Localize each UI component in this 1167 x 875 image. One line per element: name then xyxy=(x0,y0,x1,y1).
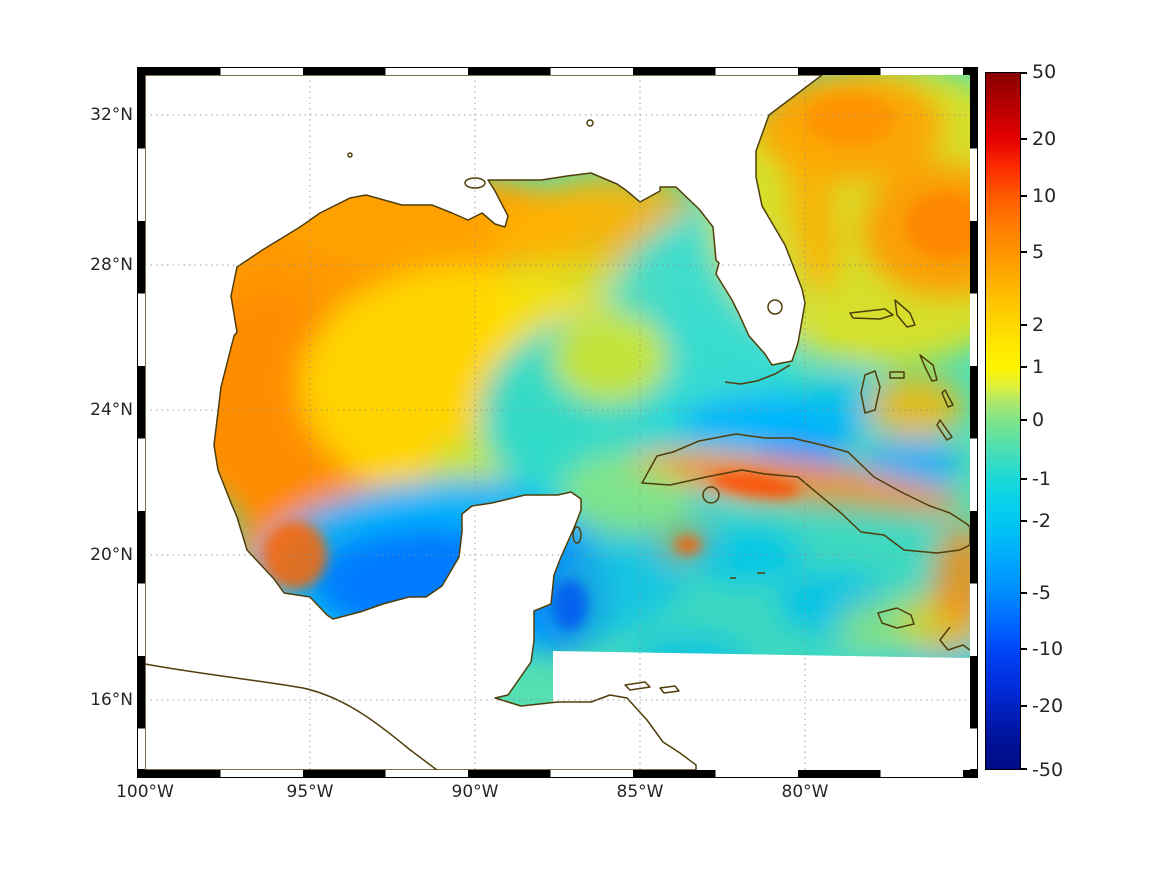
colorbar-label-m5: -5 xyxy=(1032,582,1051,604)
map-canvas xyxy=(144,74,971,771)
colorbar-tick xyxy=(1021,478,1027,480)
mainland-coast xyxy=(144,74,823,771)
small-lake-1 xyxy=(586,119,594,127)
cat-island xyxy=(941,389,954,408)
florida-keys xyxy=(724,364,791,385)
new-providence xyxy=(889,371,905,379)
eleuthera xyxy=(919,354,938,382)
colorbar-label-50: 50 xyxy=(1032,61,1057,83)
coastlines xyxy=(144,74,971,771)
y-tick-label-24n: 24°N xyxy=(90,400,133,420)
map-frame-right xyxy=(969,75,978,770)
y-tick-label-20n: 20°N xyxy=(90,545,133,565)
small-lake-2 xyxy=(347,152,353,158)
lake-okeechobee xyxy=(767,299,783,315)
colorbar-label-m10: -10 xyxy=(1032,638,1064,660)
cozumel xyxy=(572,526,582,544)
colorbar-label-10: 10 xyxy=(1032,185,1057,207)
x-tick-label-100w: 100°W xyxy=(116,782,174,802)
colorbar-label-5: 5 xyxy=(1032,241,1045,263)
map-plot xyxy=(144,74,971,771)
guanaja xyxy=(659,685,680,694)
colorbar-tick xyxy=(1021,648,1027,650)
x-tick-label-80w: 80°W xyxy=(781,782,829,802)
colorbar-label-2: 2 xyxy=(1032,314,1045,336)
y-tick-label-32n: 32°N xyxy=(90,105,133,125)
graticule xyxy=(145,75,970,770)
colorbar-tick xyxy=(1021,768,1027,770)
colorbar-tick xyxy=(1021,366,1027,368)
x-tick-label-95w: 95°W xyxy=(286,782,334,802)
cayman xyxy=(730,572,765,579)
colorbar-tick xyxy=(1021,705,1027,707)
colorbar-tick xyxy=(1021,324,1027,326)
x-tick-label-85w: 85°W xyxy=(616,782,664,802)
colorbar-tick xyxy=(1021,592,1027,594)
grand-bahama xyxy=(849,308,894,320)
x-tick-label-90w: 90°W xyxy=(451,782,499,802)
colorbar-label-m50: -50 xyxy=(1032,759,1064,781)
long-island xyxy=(936,419,953,441)
colorbar-label-m1: -1 xyxy=(1032,468,1051,490)
roatan xyxy=(624,681,651,691)
colorbar-tick xyxy=(1021,138,1027,140)
island-bottom-right xyxy=(939,626,971,651)
colorbar-label-0: 0 xyxy=(1032,409,1045,431)
pacific-coast xyxy=(144,663,438,771)
colorbar-tick xyxy=(1021,72,1027,74)
colorbar-label-m20: -20 xyxy=(1032,695,1064,717)
colorbar-label-20: 20 xyxy=(1032,128,1057,150)
abaco xyxy=(894,299,916,328)
lake-pontchartrain xyxy=(464,177,486,189)
colorbar-tick xyxy=(1021,520,1027,522)
colorbar-label-1: 1 xyxy=(1032,356,1045,378)
isla-juventud xyxy=(702,486,720,504)
colorbar-tick xyxy=(1021,195,1027,197)
colorbar xyxy=(985,72,1021,770)
colorbar-tick xyxy=(1021,251,1027,253)
jamaica xyxy=(877,607,915,629)
cuba-coast xyxy=(641,433,971,554)
map-frame-bottom xyxy=(137,769,978,778)
andros xyxy=(860,370,881,414)
y-tick-label-16n: 16°N xyxy=(90,690,133,710)
colorbar-label-m2: -2 xyxy=(1032,510,1051,532)
y-tick-label-28n: 28°N xyxy=(90,255,133,275)
colorbar-tick xyxy=(1021,419,1027,421)
